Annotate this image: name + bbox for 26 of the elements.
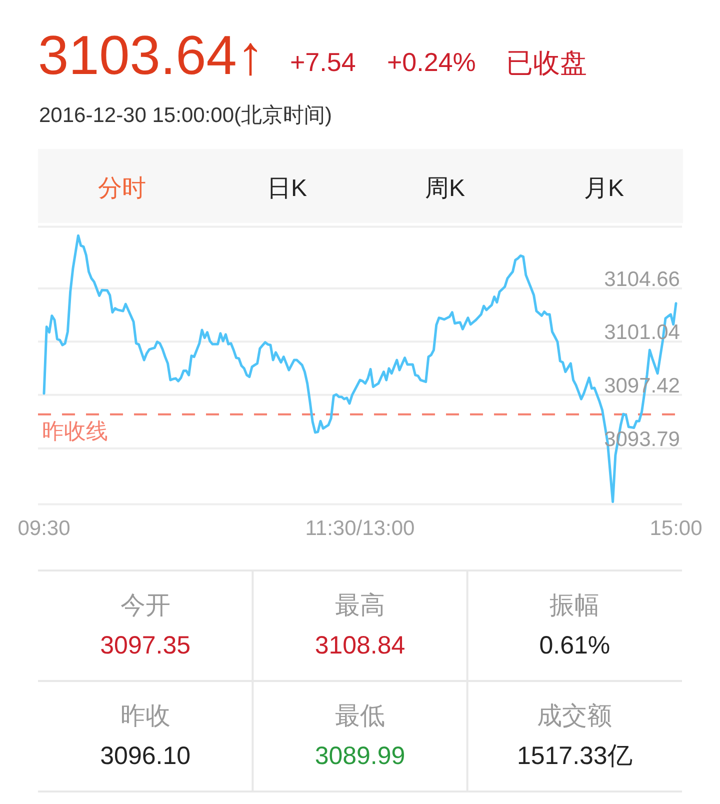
card-value: 1517.33亿 — [516, 742, 632, 770]
card-label: 最高 — [335, 592, 385, 620]
card-value: 3108.84 — [314, 632, 406, 660]
card-label: 昨收 — [120, 702, 170, 730]
card-value: 3089.99 — [314, 742, 406, 770]
header-note: +0.24% — [387, 47, 476, 77]
tab-label: 月K — [584, 175, 624, 202]
tab-label: 周K — [425, 175, 465, 202]
header-note: 已收盘 — [506, 48, 587, 78]
card-label: 成交额 — [537, 702, 612, 730]
card-label: 最低 — [335, 702, 385, 730]
card-value: 3096.10 — [100, 742, 191, 770]
ref-label: 昨收线 — [42, 418, 108, 444]
y-tick: 3104.66 — [604, 268, 680, 291]
x-tick: 15:00 — [650, 517, 702, 540]
subtitle: 2016-12-30 15:00:00(北京时间) — [39, 104, 332, 127]
card-label: 振幅 — [550, 592, 600, 620]
card-value: 3097.35 — [100, 632, 191, 660]
header-note: +7.54 — [290, 47, 356, 77]
title: 3103.64↑ — [38, 24, 264, 86]
tab-label: 分时 — [98, 175, 146, 202]
card-value: 0.61% — [539, 632, 610, 660]
x-tick: 11:30/13:00 — [305, 517, 415, 540]
card-label: 今开 — [120, 592, 170, 620]
tab-label: 日K — [267, 175, 307, 202]
x-tick: 09:30 — [18, 517, 70, 540]
